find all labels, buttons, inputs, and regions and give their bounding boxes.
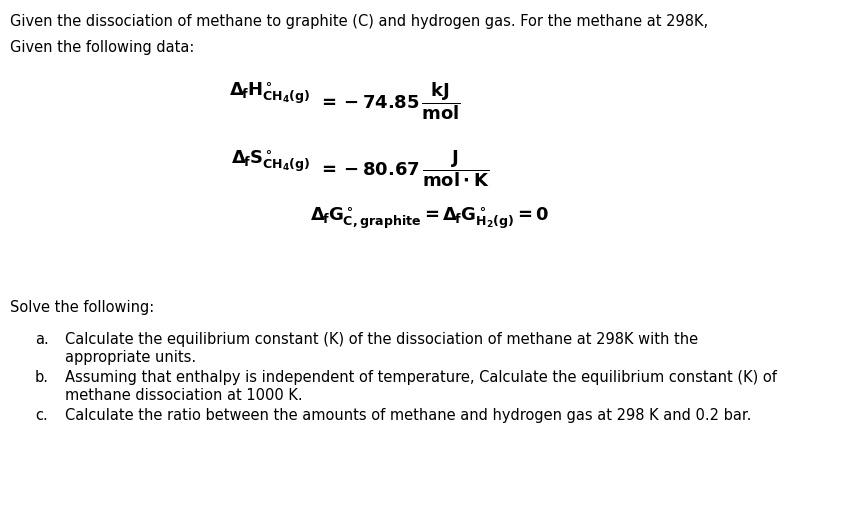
Text: methane dissociation at 1000 K.: methane dissociation at 1000 K. (65, 387, 302, 402)
Text: appropriate units.: appropriate units. (65, 349, 196, 364)
Text: b.: b. (35, 369, 49, 384)
Text: $\mathbf{= -80.67\,\dfrac{J}{mol \cdot K}}$: $\mathbf{= -80.67\,\dfrac{J}{mol \cdot K… (318, 147, 490, 188)
Text: $\mathbf{\Delta_{\!f} G^\circ_{C,graphite} = \Delta_{\!f} G^\circ_{H_2(g)} = 0}$: $\mathbf{\Delta_{\!f} G^\circ_{C,graphit… (310, 205, 550, 230)
Text: Given the following data:: Given the following data: (10, 40, 195, 55)
Text: a.: a. (35, 331, 49, 346)
Text: Given the dissociation of methane to graphite (C) and hydrogen gas. For the meth: Given the dissociation of methane to gra… (10, 14, 708, 29)
Text: $\mathbf{\Delta_{\!f} S^\circ_{CH_4(g)}}$: $\mathbf{\Delta_{\!f} S^\circ_{CH_4(g)}}… (231, 147, 310, 173)
Text: $\mathbf{= -74.85\,\dfrac{kJ}{mol}}$: $\mathbf{= -74.85\,\dfrac{kJ}{mol}}$ (318, 80, 461, 121)
Text: Calculate the equilibrium constant (K) of the dissociation of methane at 298K wi: Calculate the equilibrium constant (K) o… (65, 331, 698, 346)
Text: Assuming that enthalpy is independent of temperature, Calculate the equilibrium : Assuming that enthalpy is independent of… (65, 369, 777, 384)
Text: Calculate the ratio between the amounts of methane and hydrogen gas at 298 K and: Calculate the ratio between the amounts … (65, 407, 752, 422)
Text: c.: c. (35, 407, 47, 422)
Text: Solve the following:: Solve the following: (10, 299, 154, 315)
Text: $\mathbf{\Delta_{\!f} H^\circ_{CH_4(g)}}$: $\mathbf{\Delta_{\!f} H^\circ_{CH_4(g)}}… (229, 80, 310, 106)
